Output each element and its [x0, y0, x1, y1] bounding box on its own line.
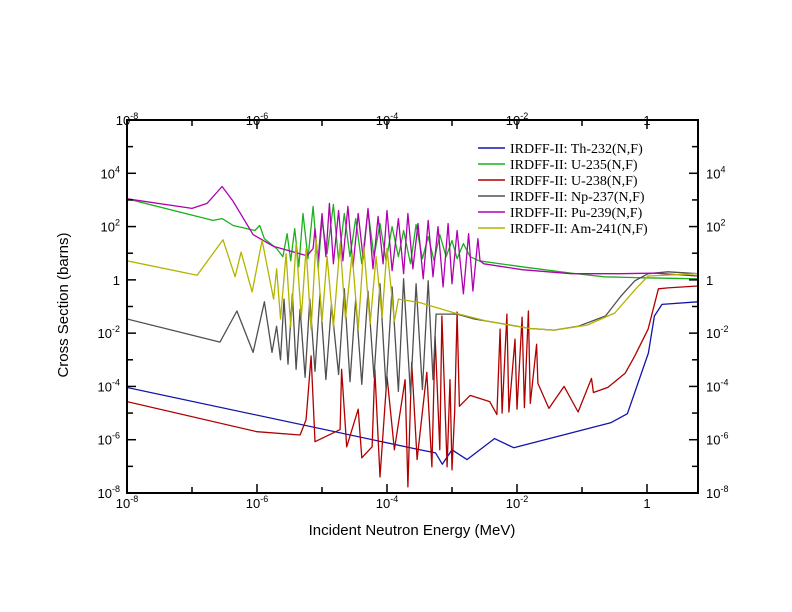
series-line-0 [127, 301, 698, 465]
legend-item: IRDFF-II: Am-241(N,F) [478, 222, 648, 237]
legend-label: IRDFF-II: Am-241(N,F) [510, 222, 648, 237]
legend-item: IRDFF-II: Pu-239(N,F) [478, 206, 643, 221]
legend-label: IRDFF-II: Pu-239(N,F) [510, 206, 643, 221]
series-line-5 [127, 238, 698, 331]
y-tick-label-left: 10-8 [98, 484, 120, 501]
legend-item: IRDFF-II: Th-232(N,F) [478, 142, 643, 157]
legend-item: IRDFF-II: Np-237(N,F) [478, 190, 645, 205]
legend-label: IRDFF-II: U-235(N,F) [510, 158, 638, 173]
y-tick-label-left: 102 [101, 218, 120, 235]
x-tick-label-top: 10-6 [246, 111, 268, 128]
y-tick-label-right: 104 [706, 164, 725, 181]
x-tick-label-bottom: 10-2 [506, 494, 528, 511]
y-tick-label-left: 10-2 [98, 324, 120, 341]
series-line-2 [127, 285, 698, 488]
x-tick-label-bottom: 10-6 [246, 494, 268, 511]
x-tick-label-top: 10-2 [506, 111, 528, 128]
y-tick-label-left: 10-6 [98, 431, 120, 448]
y-tick-label-right: 10-2 [706, 324, 728, 341]
legend-label: IRDFF-II: U-238(N,F) [510, 174, 638, 189]
x-tick-label-top: 1 [643, 113, 650, 128]
y-tick-label-right: 10-4 [706, 377, 728, 394]
y-tick-label-right: 102 [706, 218, 725, 235]
x-tick-label-bottom: 1 [643, 496, 650, 511]
y-tick-label-right: 1 [706, 273, 713, 288]
legend-item: IRDFF-II: U-235(N,F) [478, 158, 638, 173]
legend-label: IRDFF-II: Np-237(N,F) [510, 190, 645, 205]
x-tick-label-bottom: 10-4 [376, 494, 398, 511]
y-axis-title: Cross Section (barns) [55, 232, 72, 377]
x-tick-label-bottom: 10-8 [116, 494, 138, 511]
series-line-1 [127, 198, 698, 280]
y-tick-label-left: 104 [101, 164, 120, 181]
x-tick-label-top: 10-4 [376, 111, 398, 128]
y-tick-label-right: 10-8 [706, 484, 728, 501]
y-tick-label-left: 1 [113, 273, 120, 288]
series-layer [127, 185, 698, 488]
legend-label: IRDFF-II: Th-232(N,F) [510, 142, 643, 157]
legend: IRDFF-II: Th-232(N,F)IRDFF-II: U-235(N,F… [478, 142, 648, 237]
x-axis-title: Incident Neutron Energy (MeV) [309, 522, 516, 539]
series-line-4 [127, 185, 698, 295]
y-tick-label-left: 10-4 [98, 377, 120, 394]
legend-item: IRDFF-II: U-238(N,F) [478, 174, 638, 189]
y-tick-label-right: 10-6 [706, 431, 728, 448]
x-tick-label-top: 10-8 [116, 111, 138, 128]
